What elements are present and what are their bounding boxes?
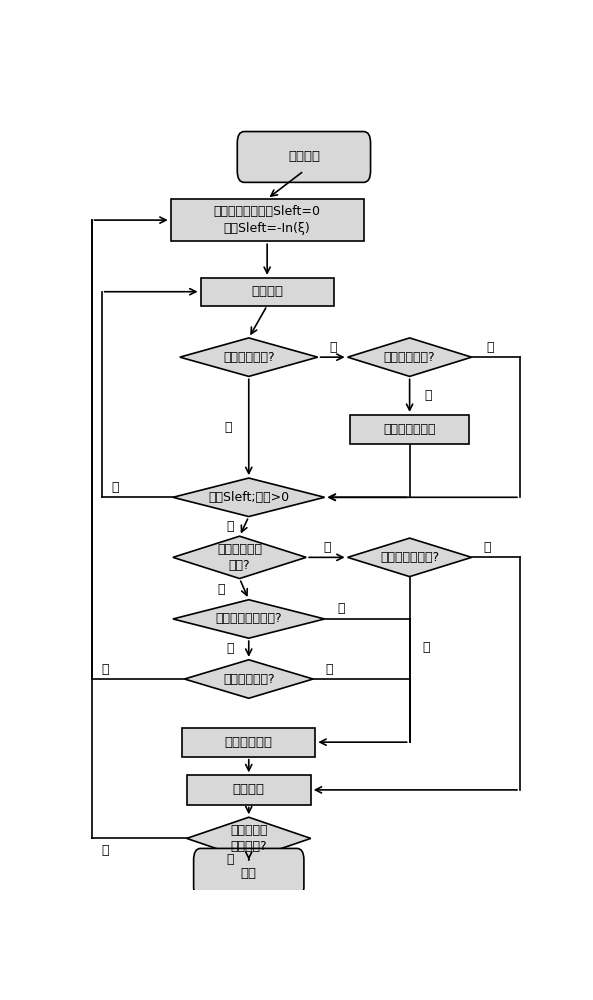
- FancyBboxPatch shape: [182, 728, 315, 757]
- Polygon shape: [173, 478, 324, 517]
- Polygon shape: [184, 660, 313, 698]
- Text: 光子发生散射: 光子发生散射: [225, 736, 273, 749]
- Text: 光子死亡: 光子死亡: [233, 783, 264, 796]
- Text: 否: 否: [486, 341, 494, 354]
- Text: 激发光光子被吸收?: 激发光光子被吸收?: [215, 612, 282, 625]
- Text: 发生反射或折射: 发生反射或折射: [383, 423, 436, 436]
- Text: 是: 是: [227, 853, 234, 866]
- Polygon shape: [173, 600, 324, 638]
- Text: 结束: 结束: [241, 867, 257, 880]
- FancyBboxPatch shape: [187, 775, 311, 805]
- Polygon shape: [173, 536, 306, 579]
- Text: 是: 是: [218, 583, 225, 596]
- FancyBboxPatch shape: [350, 415, 470, 444]
- Polygon shape: [347, 338, 471, 376]
- Text: 是: 是: [227, 642, 234, 655]
- Text: 否: 否: [326, 663, 333, 676]
- Text: 是: 是: [483, 541, 490, 554]
- Text: 更新Sleft;其值>0: 更新Sleft;其值>0: [208, 491, 289, 504]
- Polygon shape: [180, 338, 318, 376]
- Text: 是: 是: [111, 481, 119, 494]
- Text: 否: 否: [422, 641, 429, 654]
- Text: 否: 否: [227, 520, 234, 533]
- Polygon shape: [187, 817, 311, 860]
- Text: 光子撞到边界?: 光子撞到边界?: [223, 351, 275, 364]
- Text: 否: 否: [337, 602, 345, 615]
- Text: 是否为最后
一个光子?: 是否为最后 一个光子?: [230, 824, 267, 853]
- FancyBboxPatch shape: [171, 199, 364, 241]
- Text: 是: 是: [424, 389, 432, 402]
- Text: 否: 否: [224, 421, 232, 434]
- Text: 否: 否: [101, 844, 109, 857]
- Text: 否: 否: [323, 541, 331, 554]
- FancyBboxPatch shape: [193, 848, 304, 898]
- FancyBboxPatch shape: [237, 132, 371, 182]
- Text: 如果（剩余步长）Sleft=0
设置Sleft=-In(ξ): 如果（剩余步长）Sleft=0 设置Sleft=-In(ξ): [213, 205, 321, 235]
- Text: 设定步长: 设定步长: [251, 285, 283, 298]
- Text: 入射光子: 入射光子: [288, 150, 320, 163]
- Text: 光子在组织中?: 光子在组织中?: [384, 351, 435, 364]
- FancyBboxPatch shape: [200, 278, 334, 306]
- Polygon shape: [347, 538, 471, 577]
- Text: 光子为激发光
光子?: 光子为激发光 光子?: [217, 543, 262, 572]
- Text: 是: 是: [101, 663, 109, 676]
- Text: 是否产生荺光?: 是否产生荺光?: [223, 673, 275, 686]
- Text: 是: 是: [329, 341, 336, 354]
- Text: 荺光光子被吸收?: 荺光光子被吸收?: [380, 551, 439, 564]
